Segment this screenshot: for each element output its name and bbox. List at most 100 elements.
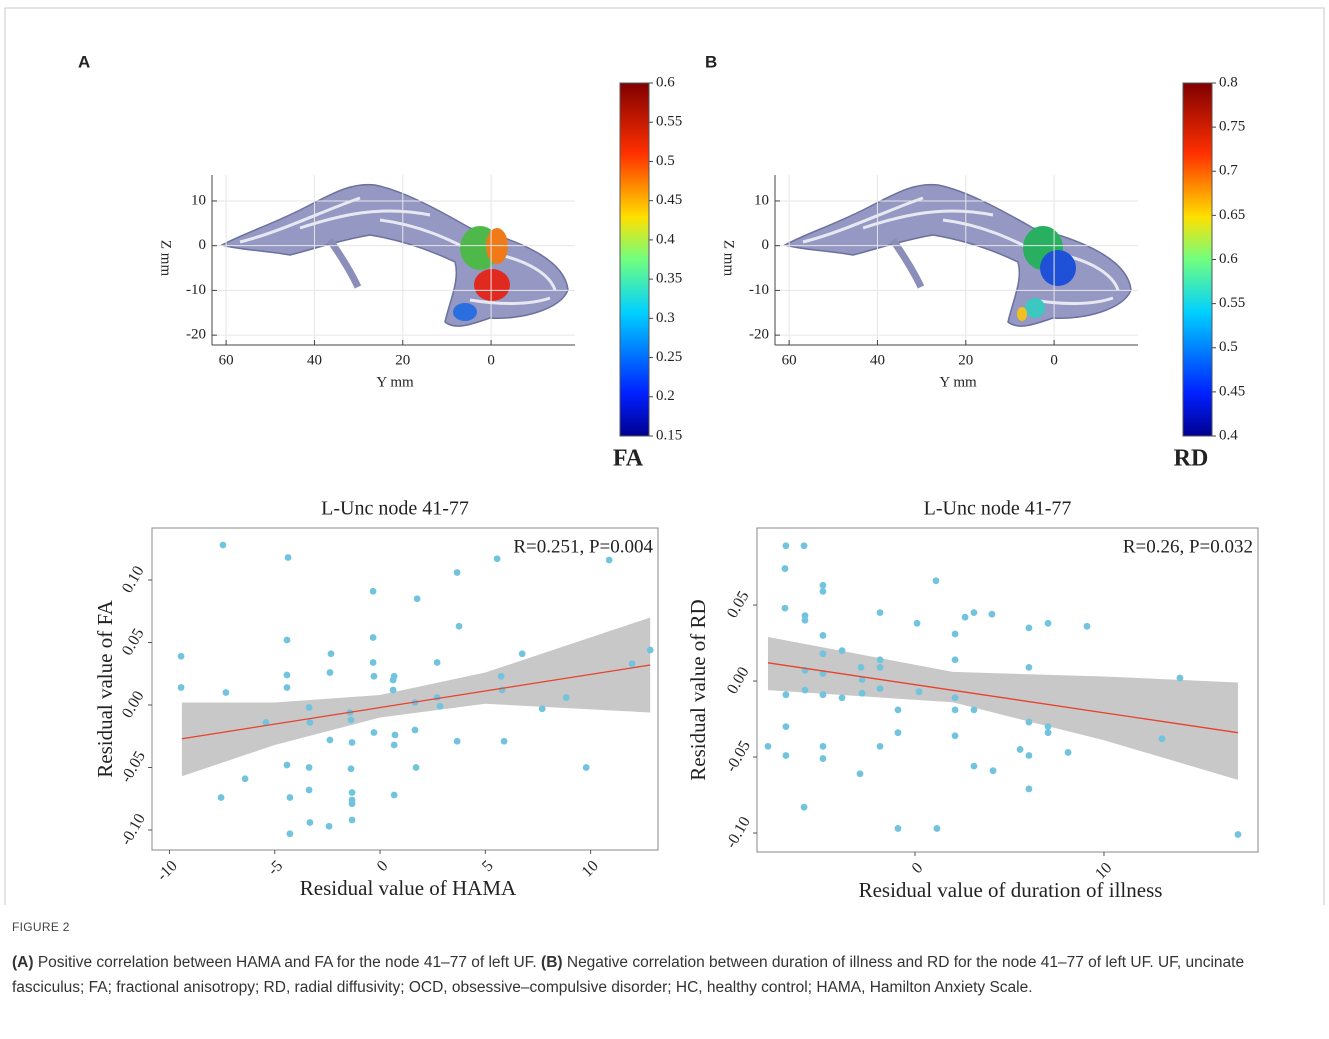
caption-span: Negative correlation between duration of…	[12, 954, 1245, 996]
colorbar-tick-label: 0.8	[1219, 74, 1238, 90]
point	[389, 686, 397, 694]
point	[951, 694, 959, 702]
colorbar-tick-label: 0.6	[656, 74, 675, 90]
colorbar-tick-label: 0.45	[1219, 383, 1245, 399]
y-tick-label: 0.00	[724, 664, 753, 697]
point	[1025, 624, 1033, 632]
point	[391, 731, 399, 739]
fit-line	[181, 664, 651, 740]
axis-title: Y mm	[376, 374, 414, 390]
point	[433, 659, 441, 666]
annotation: R=0.251, P=0.004	[513, 536, 653, 557]
caption-span: Positive correlation between HAMA and FA…	[33, 954, 542, 971]
point	[782, 723, 790, 731]
point	[219, 541, 227, 549]
point	[217, 794, 225, 801]
point	[819, 650, 827, 658]
point	[951, 630, 959, 638]
point	[782, 542, 790, 550]
tract-patch	[474, 269, 510, 301]
tract-image	[222, 185, 568, 327]
point	[1016, 746, 1024, 753]
point	[562, 694, 570, 701]
point	[876, 609, 884, 617]
y-tick-label: 40	[307, 352, 322, 368]
fit-line	[767, 662, 1239, 734]
x-tick-label: -5	[265, 857, 286, 878]
point	[369, 659, 377, 666]
point	[222, 689, 230, 696]
caption-text: (A) Positive correlation between HAMA an…	[12, 950, 1312, 1000]
point	[894, 729, 902, 737]
point	[1064, 749, 1072, 756]
point	[951, 706, 959, 714]
y-tick-label: 20	[958, 352, 973, 368]
point	[348, 800, 356, 808]
figure-border	[4, 7, 1325, 905]
point	[970, 762, 978, 770]
y-tick-label: 0.00	[119, 688, 148, 721]
colorbar-title: FA	[613, 446, 644, 472]
point	[857, 663, 865, 671]
tract-patch	[1040, 250, 1076, 286]
point	[325, 822, 333, 830]
point	[988, 610, 996, 618]
point	[389, 676, 397, 684]
point	[819, 755, 827, 762]
x-tick-label: 5	[479, 857, 497, 875]
point	[390, 791, 398, 799]
point	[1234, 831, 1242, 838]
y-tick-label: 0	[487, 352, 495, 368]
y-tick-label: -0.10	[118, 811, 149, 848]
point	[951, 732, 959, 740]
point	[819, 587, 827, 595]
y-tick-label: 0.05	[724, 588, 753, 621]
z-tick-label: -20	[186, 327, 206, 343]
point	[819, 581, 827, 589]
z-tick-label: 10	[191, 192, 206, 208]
point	[646, 646, 654, 654]
point	[819, 632, 827, 639]
point	[370, 729, 378, 736]
point	[283, 761, 291, 769]
plot-frame	[756, 527, 1259, 853]
panel-label: A	[78, 52, 90, 71]
point	[283, 684, 291, 691]
y-tick-label: -0.05	[118, 748, 149, 785]
point	[347, 716, 355, 724]
colorbar-tick-label: 0.15	[656, 427, 682, 443]
point	[390, 741, 398, 749]
axis-title: Z mm	[158, 240, 174, 277]
x-axis-title: Residual value of HAMA	[300, 876, 517, 900]
z-tick-label: -10	[186, 282, 206, 298]
point	[1025, 663, 1033, 671]
colorbar-tick-label: 0.3	[656, 310, 675, 326]
point	[951, 656, 959, 664]
point	[1044, 723, 1052, 731]
point	[177, 652, 185, 660]
chart-title: L-Unc node 41-77	[924, 498, 1072, 520]
colorbar-tick-label: 0.7	[1219, 163, 1238, 179]
colorbar-tick-label: 0.55	[656, 114, 682, 130]
y-tick-label: 0	[1050, 352, 1058, 368]
tract-patch	[453, 303, 477, 321]
point	[412, 764, 420, 771]
point	[800, 803, 808, 811]
y-tick-label: 20	[395, 352, 410, 368]
point	[413, 595, 421, 603]
z-tick-label: -20	[749, 327, 769, 343]
point	[1025, 752, 1033, 759]
tract-patch	[1017, 307, 1027, 321]
colorbar-tick-label: 0.35	[656, 271, 682, 287]
y-tick-label: 40	[870, 352, 885, 368]
point	[1044, 729, 1052, 737]
point	[306, 819, 314, 826]
point	[497, 672, 505, 680]
z-tick-label: 0	[199, 237, 207, 253]
point	[605, 556, 613, 564]
point	[838, 647, 846, 655]
x-axis-title: Residual value of duration of illness	[859, 878, 1163, 902]
point	[1158, 735, 1166, 743]
point	[876, 656, 884, 664]
point	[894, 706, 902, 714]
